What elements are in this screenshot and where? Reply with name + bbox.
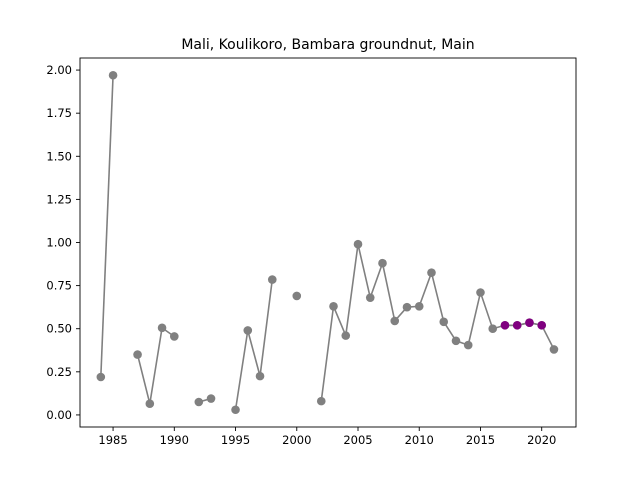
- y-tick-label: 2.00: [46, 63, 72, 77]
- x-axis: 1985 1990 1995 2000 2005 2010 2015 2020: [98, 427, 556, 447]
- data-point: [316, 396, 326, 406]
- y-tick-label: 0.75: [46, 279, 72, 293]
- x-tick-label: 1990: [160, 433, 189, 447]
- data-point: [267, 275, 277, 284]
- data-point: [549, 345, 559, 354]
- highlight-data-point: [500, 320, 510, 330]
- series-line-segment: [136, 326, 175, 404]
- data-point: [439, 317, 449, 327]
- data-point: [365, 293, 375, 302]
- data-point: [96, 372, 106, 382]
- data-point: [255, 371, 265, 381]
- y-tick-label: 1.50: [46, 149, 72, 163]
- y-tick-label: 0.25: [46, 365, 72, 379]
- series-markers: [96, 70, 559, 415]
- y-tick-label: 1.25: [46, 192, 72, 206]
- data-point: [108, 70, 118, 80]
- data-point: [206, 394, 216, 403]
- series-line-segment: [504, 321, 542, 327]
- data-point: [157, 323, 167, 333]
- data-point: [329, 301, 338, 311]
- x-tick-label: 2000: [282, 433, 311, 447]
- series-lines: [100, 75, 555, 410]
- data-point: [402, 302, 412, 312]
- chart-title: Mali, Koulikoro, Bambara groundnut, Main: [181, 37, 474, 53]
- data-point: [194, 397, 204, 407]
- x-tick-label: 2020: [527, 433, 556, 447]
- data-point: [292, 291, 302, 301]
- series-line-segment: [234, 279, 274, 410]
- data-point: [170, 332, 179, 341]
- x-tick-label: 2010: [405, 433, 434, 447]
- data-point: [145, 399, 155, 409]
- data-point: [476, 288, 485, 297]
- data-point: [427, 268, 436, 277]
- data-point: [133, 350, 142, 359]
- data-point: [378, 258, 387, 268]
- data-point: [243, 326, 253, 335]
- y-tick-label: 0.50: [46, 322, 72, 336]
- x-tick-label: 2015: [466, 433, 495, 447]
- x-tick-label: 2005: [343, 433, 372, 447]
- x-tick-label: 1985: [98, 433, 127, 447]
- series-line-segment: [100, 75, 114, 378]
- y-tick-label: 0.00: [46, 408, 72, 422]
- y-axis: 0.00 0.25 0.50 0.75 1.00 1.25 1.50 1.75 2.00: [46, 63, 80, 422]
- data-point: [451, 336, 461, 346]
- data-point: [488, 324, 498, 334]
- plot-area: 1985 1990 1995 2000 2005 2010 2015 2020 0.00 0.2…: [46, 57, 577, 447]
- data-point: [341, 331, 351, 340]
- highlight-data-point: [537, 320, 547, 330]
- data-point: [463, 340, 473, 350]
- highlight-data-point: [525, 318, 534, 327]
- data-point: [353, 239, 363, 249]
- x-tick-label: 1995: [221, 433, 250, 447]
- data-point: [390, 316, 400, 326]
- y-tick-label: 1.00: [46, 236, 72, 250]
- y-tick-label: 1.75: [46, 106, 72, 120]
- data-point: [231, 405, 240, 415]
- highlight-data-point: [512, 320, 522, 330]
- data-point: [414, 301, 424, 311]
